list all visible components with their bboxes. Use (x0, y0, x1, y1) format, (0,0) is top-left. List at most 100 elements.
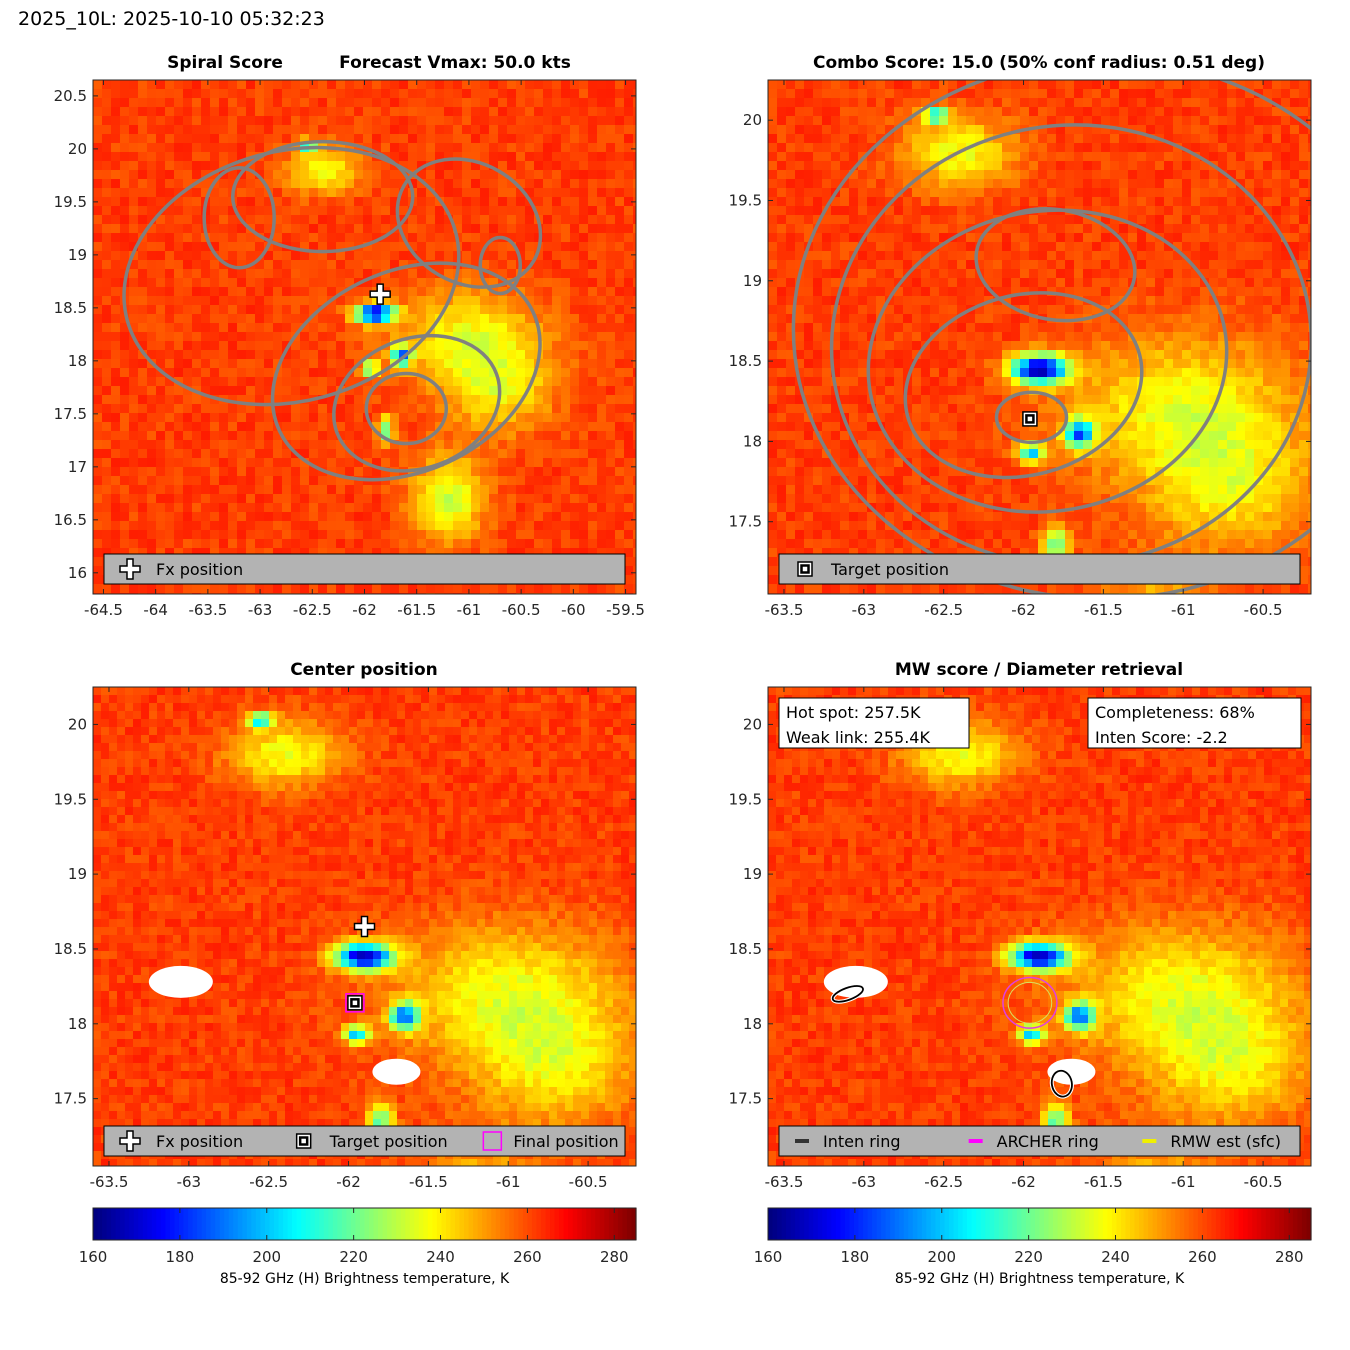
heatmap-cell (138, 161, 148, 171)
heatmap-cell (624, 341, 634, 351)
heatmap-cell (1245, 224, 1255, 234)
heatmap-cell (471, 305, 481, 315)
heatmap-cell (354, 206, 364, 216)
heatmap-cell (867, 170, 877, 180)
heatmap-cell (192, 188, 202, 198)
heatmap-cell (1173, 152, 1183, 162)
heatmap-cell (633, 215, 636, 225)
heatmap-cell (129, 476, 139, 486)
heatmap-cell (894, 116, 904, 126)
heatmap-cell (426, 278, 436, 288)
heatmap-cell (921, 224, 931, 234)
heatmap-cell (849, 215, 859, 225)
heatmap-cell (867, 260, 877, 270)
heatmap-cell (372, 305, 382, 315)
heatmap-cell (1101, 152, 1111, 162)
heatmap-cell (444, 350, 454, 360)
heatmap-cell (948, 278, 958, 288)
heatmap-cell (345, 422, 355, 432)
heatmap-cell (471, 125, 481, 135)
heatmap-cell (579, 404, 589, 414)
heatmap-cell (138, 269, 148, 279)
heatmap-cell (948, 215, 958, 225)
heatmap-cell (255, 521, 265, 531)
heatmap-cell (615, 413, 625, 423)
plot-area (768, 80, 1311, 594)
heatmap-cell (156, 422, 166, 432)
heatmap-cell (444, 107, 454, 117)
heatmap-cell (1101, 125, 1111, 135)
heatmap-cell (471, 485, 481, 495)
heatmap-cell (795, 125, 805, 135)
heatmap-cell (147, 503, 157, 513)
heatmap-cell (1128, 80, 1138, 90)
heatmap-cell (876, 233, 886, 243)
heatmap-cell (336, 188, 346, 198)
heatmap-cell (867, 188, 877, 198)
heatmap-cell (138, 332, 148, 342)
heatmap-cell (138, 116, 148, 126)
heatmap-cell (273, 188, 283, 198)
heatmap-cell (282, 188, 292, 198)
heatmap-cell (786, 89, 796, 99)
heatmap-cell (849, 170, 859, 180)
heatmap-cell (192, 440, 202, 450)
heatmap-cell (849, 161, 859, 171)
heatmap-cell (363, 386, 373, 396)
heatmap-cell (957, 107, 967, 117)
heatmap-cell (831, 224, 841, 234)
heatmap-cell (156, 314, 166, 324)
heatmap-cell (318, 368, 328, 378)
heatmap-cell (1146, 125, 1156, 135)
heatmap-cell (435, 107, 445, 117)
heatmap-cell (156, 413, 166, 423)
heatmap-cell (273, 530, 283, 540)
heatmap-cell (120, 413, 130, 423)
heatmap-cell (435, 224, 445, 234)
heatmap-cell (300, 314, 310, 324)
heatmap-cell (957, 206, 967, 216)
heatmap-cell (228, 287, 238, 297)
heatmap-cell (471, 233, 481, 243)
heatmap-cell (462, 233, 472, 243)
heatmap-cell (1182, 269, 1192, 279)
heatmap-cell (1191, 143, 1201, 153)
heatmap-cell (363, 134, 373, 144)
heatmap-cell (903, 206, 913, 216)
heatmap-cell (381, 215, 391, 225)
heatmap-cell (588, 467, 598, 477)
heatmap-cell (498, 134, 508, 144)
heatmap-cell (1029, 260, 1039, 270)
heatmap-cell (201, 152, 211, 162)
heatmap-cell (1065, 134, 1075, 144)
heatmap-cell (390, 584, 400, 594)
heatmap-cell (147, 494, 157, 504)
heatmap-cell (210, 431, 220, 441)
heatmap-cell (543, 341, 553, 351)
x-tick-label: -60 (561, 601, 586, 619)
heatmap-cell (1227, 260, 1237, 270)
heatmap-cell (1101, 179, 1111, 189)
heatmap-cell (489, 341, 499, 351)
heatmap-cell (1092, 170, 1102, 180)
heatmap-cell (336, 215, 346, 225)
page-title: 2025_10L: 2025-10-10 05:32:23 (18, 8, 325, 30)
heatmap-cell (93, 296, 103, 306)
heatmap-cell (1119, 224, 1129, 234)
heatmap-cell (633, 143, 636, 153)
heatmap-cell (237, 548, 247, 558)
heatmap-cell (102, 278, 112, 288)
heatmap-cell (201, 512, 211, 522)
heatmap-cell (1056, 107, 1066, 117)
heatmap-cell (183, 503, 193, 513)
heatmap-cell (138, 341, 148, 351)
heatmap-cell (147, 314, 157, 324)
heatmap-cell (840, 152, 850, 162)
heatmap-cell (1011, 269, 1021, 279)
heatmap-cell (516, 494, 526, 504)
heatmap-cell (336, 359, 346, 369)
heatmap-cell (831, 107, 841, 117)
heatmap-cell (183, 278, 193, 288)
heatmap-cell (210, 548, 220, 558)
heatmap-cell (1065, 215, 1075, 225)
